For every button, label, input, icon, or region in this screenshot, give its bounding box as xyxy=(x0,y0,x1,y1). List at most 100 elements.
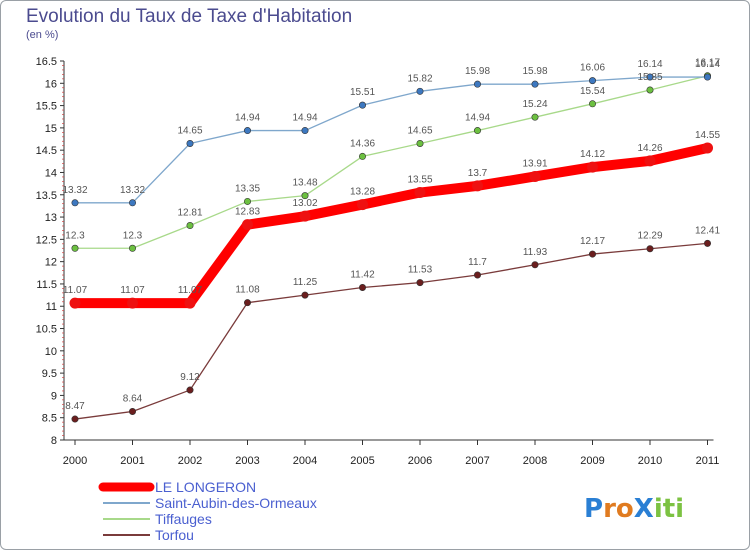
data-point xyxy=(184,297,196,309)
data-point xyxy=(416,139,424,147)
data-label: 11.93 xyxy=(523,247,548,258)
y-tick-label: 12 xyxy=(45,257,57,269)
data-label: 9.12 xyxy=(180,372,200,383)
data-label: 12.83 xyxy=(235,207,260,218)
data-label: 8.47 xyxy=(65,401,85,412)
y-tick-label: 8 xyxy=(51,435,57,447)
series-line xyxy=(74,75,709,249)
data-label: 13.91 xyxy=(522,158,547,169)
data-label: 13.28 xyxy=(350,187,375,198)
data-label: 15.98 xyxy=(465,66,490,77)
data-label: 14.26 xyxy=(637,143,662,154)
data-label: 11.7 xyxy=(468,257,487,268)
data-point xyxy=(588,250,596,258)
data-point xyxy=(473,271,481,279)
data-point xyxy=(358,152,366,160)
data-label: 14.94 xyxy=(235,113,260,124)
data-point xyxy=(186,139,194,147)
y-tick-label: 16 xyxy=(45,78,57,90)
data-label: 14.36 xyxy=(350,138,375,149)
data-point xyxy=(646,73,654,81)
data-point xyxy=(186,222,194,230)
legend-label: Tiffauges xyxy=(155,511,212,527)
data-point xyxy=(646,86,654,94)
data-label: 13.35 xyxy=(235,183,260,194)
x-tick-label: 2009 xyxy=(580,455,604,467)
series-group xyxy=(69,72,713,423)
data-label: 16.17 xyxy=(695,58,720,69)
data-point xyxy=(71,199,79,207)
data-point xyxy=(301,291,309,299)
y-tick-label: 9 xyxy=(51,390,57,402)
data-label: 11.07 xyxy=(120,285,145,296)
legend-label: Saint-Aubin-des-Ormeaux xyxy=(155,495,317,511)
data-point xyxy=(472,180,483,192)
data-label: 11.53 xyxy=(408,265,433,276)
data-point xyxy=(531,261,539,269)
x-tick-label: 2002 xyxy=(178,455,202,467)
x-tick-label: 2004 xyxy=(293,455,317,467)
data-point xyxy=(244,299,252,307)
logo-letter: o xyxy=(616,494,634,524)
data-label: 12.17 xyxy=(580,236,605,247)
y-tick-label: 10 xyxy=(45,346,57,358)
y-tick-label: 12.5 xyxy=(36,234,57,246)
data-labels: 8.47 8.64 9.12 11.08 11.25 11.42 11.53 11.7 11.9… xyxy=(62,58,720,412)
data-label: 15.82 xyxy=(407,73,432,84)
data-label: 13.02 xyxy=(292,198,317,209)
data-label: 12.81 xyxy=(177,208,202,219)
data-point xyxy=(71,244,79,252)
data-point xyxy=(416,279,424,287)
y-tick-label: 11 xyxy=(46,301,57,313)
data-label: 14.65 xyxy=(407,125,432,136)
data-label: 11.07 xyxy=(178,285,203,296)
data-point xyxy=(69,297,81,309)
data-point xyxy=(129,407,137,415)
data-label: 12.3 xyxy=(123,230,143,241)
x-tick-label: 2005 xyxy=(350,455,374,467)
y-tick-label: 10.5 xyxy=(36,324,57,336)
data-label: 13.7 xyxy=(468,168,488,179)
data-point xyxy=(244,127,252,135)
logo-letter: X xyxy=(634,494,654,524)
data-point xyxy=(531,80,539,88)
data-label: 15.98 xyxy=(522,66,547,77)
data-label: 14.94 xyxy=(292,113,317,124)
data-point xyxy=(127,297,138,309)
data-point xyxy=(129,199,137,207)
data-label: 16.06 xyxy=(580,63,605,74)
y-tick-label: 11.5 xyxy=(36,279,57,291)
data-label: 11.42 xyxy=(350,270,375,281)
y-tick-label: 13.5 xyxy=(36,190,57,202)
data-label: 11.08 xyxy=(235,285,260,296)
proxiti-logo: ProXiti xyxy=(584,494,684,524)
data-point xyxy=(71,415,79,423)
data-point xyxy=(473,80,481,88)
data-point xyxy=(702,142,713,154)
y-tick-label: 13 xyxy=(45,212,57,224)
data-point xyxy=(358,101,366,109)
data-point xyxy=(644,155,656,167)
data-label: 14.12 xyxy=(580,149,605,160)
data-label: 13.55 xyxy=(407,175,432,186)
x-tick-label: 2006 xyxy=(408,455,432,467)
logo-letter: t xyxy=(663,494,675,524)
data-point xyxy=(587,161,598,173)
data-point xyxy=(416,87,424,95)
data-point xyxy=(358,284,366,292)
series-line xyxy=(74,242,709,420)
logo-letter: i xyxy=(675,494,684,524)
data-label: 11.07 xyxy=(63,285,88,296)
legend-label: LE LONGERON xyxy=(155,479,256,495)
x-tick-label: 2008 xyxy=(523,455,547,467)
x-tick-label: 2000 xyxy=(63,455,87,467)
data-label: 15.54 xyxy=(580,86,605,97)
data-label: 12.41 xyxy=(695,225,720,236)
data-point xyxy=(588,100,596,108)
data-label: 16.14 xyxy=(695,59,720,70)
data-label: 13.32 xyxy=(62,185,87,196)
data-label: 13.48 xyxy=(292,178,317,189)
y-tick-label: 14.5 xyxy=(36,145,57,157)
y-tick-label: 15.5 xyxy=(36,101,57,113)
